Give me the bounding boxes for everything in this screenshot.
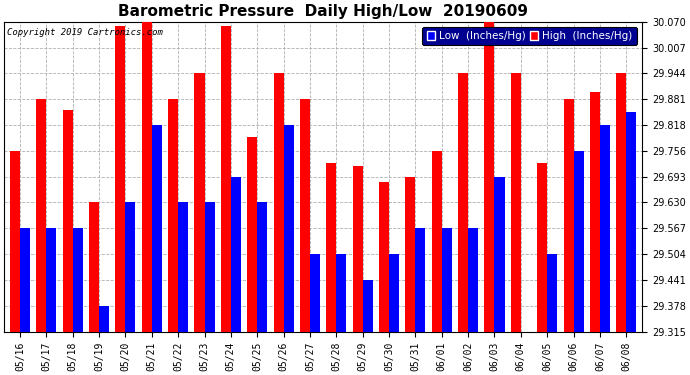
Bar [590,92,600,332]
Bar [37,99,46,332]
Bar [564,99,573,332]
Bar [195,74,204,332]
Bar [538,163,547,332]
Bar [573,151,584,332]
Bar [10,151,20,332]
Bar [458,74,468,332]
Bar [63,110,72,332]
Bar [273,74,284,332]
Bar [247,137,257,332]
Bar [616,74,627,332]
Bar [442,228,452,332]
Bar [99,306,109,332]
Bar [72,228,83,332]
Bar [353,166,363,332]
Bar [178,202,188,332]
Bar [300,99,310,332]
Bar [600,125,610,332]
Legend: Low  (Inches/Hg), High  (Inches/Hg): Low (Inches/Hg), High (Inches/Hg) [422,27,637,45]
Bar [115,26,126,332]
Bar [432,151,442,332]
Bar [379,182,389,332]
Bar [310,254,320,332]
Bar [336,254,346,332]
Bar [389,254,399,332]
Bar [511,74,521,332]
Bar [326,163,336,332]
Bar [363,280,373,332]
Bar [168,99,178,332]
Title: Barometric Pressure  Daily High/Low  20190609: Barometric Pressure Daily High/Low 20190… [118,4,528,19]
Bar [231,177,241,332]
Bar [468,228,478,332]
Bar [257,202,267,332]
Bar [284,125,294,332]
Bar [406,177,415,332]
Bar [495,177,504,332]
Bar [141,22,152,332]
Bar [627,112,636,332]
Text: Copyright 2019 Cartronics.com: Copyright 2019 Cartronics.com [8,28,164,37]
Bar [484,22,495,332]
Bar [89,202,99,332]
Bar [204,202,215,332]
Bar [415,228,426,332]
Bar [547,254,558,332]
Bar [221,26,231,332]
Bar [46,228,57,332]
Bar [20,228,30,332]
Bar [126,202,135,332]
Bar [152,125,162,332]
